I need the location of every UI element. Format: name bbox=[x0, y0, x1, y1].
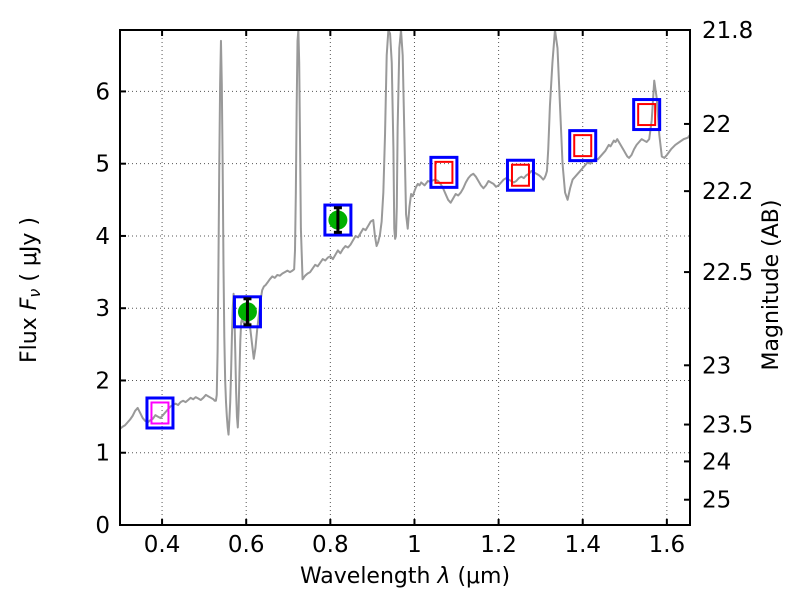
y-left-tick-label: 3 bbox=[95, 296, 110, 322]
y-right-tick-label: 24 bbox=[702, 449, 731, 475]
y-axis-left-title: Flux Fν ( μJy ) bbox=[17, 217, 44, 363]
marker-inner-square-point-5 bbox=[510, 163, 530, 187]
marker-inner-square-point-1 bbox=[150, 401, 170, 425]
y-right-tick-label: 23.5 bbox=[702, 413, 753, 439]
x-title-text: Wavelength bbox=[300, 564, 438, 589]
y-right-tick-label: 23 bbox=[702, 353, 731, 379]
marker-outer-square-point-7 bbox=[632, 98, 662, 132]
x-tick-label: 0.8 bbox=[312, 532, 349, 558]
y-axis-right-ticks: 21.8 22 22.2 22.5 23 23.5 24 25 bbox=[684, 18, 753, 514]
x-title-lambda: λ bbox=[436, 564, 450, 589]
y-left-tick-label: 6 bbox=[95, 79, 110, 105]
y-right-tick-label: 25 bbox=[702, 488, 731, 514]
y-left-tick-label: 2 bbox=[95, 368, 110, 394]
y-left-title-nu: ν bbox=[25, 289, 44, 298]
spectrum-curve-group bbox=[120, 30, 690, 436]
x-title-units: (μm) bbox=[450, 564, 510, 589]
marker-outer-square-point-1 bbox=[145, 396, 175, 430]
x-axis-ticks: 0.4 0.6 0.8 1 1.2 1.4 1.6 bbox=[144, 30, 685, 558]
x-tick-label: 1.4 bbox=[564, 532, 601, 558]
x-tick-label: 1.2 bbox=[480, 532, 517, 558]
spectrum-line-model-spectrum bbox=[120, 30, 690, 436]
y-axis-right-title: Magnitude (AB) bbox=[759, 200, 784, 371]
x-axis-title: Wavelength λ (μm) bbox=[300, 564, 510, 589]
x-tick-label: 1.6 bbox=[649, 532, 686, 558]
y-right-tick-label: 22.2 bbox=[702, 179, 753, 205]
y-right-tick-label: 22.5 bbox=[702, 260, 753, 286]
axes-frame bbox=[119, 29, 691, 526]
marker-outer-square-point-6 bbox=[568, 129, 598, 163]
y-left-title-flux: Flux bbox=[17, 310, 42, 363]
y-right-tick-label: 22 bbox=[702, 112, 731, 138]
x-tick-label: 0.6 bbox=[228, 532, 265, 558]
plot-area-background bbox=[120, 30, 690, 525]
y-right-tick-label: 21.8 bbox=[702, 18, 753, 44]
y-left-title-F: F bbox=[17, 297, 42, 310]
y-left-tick-label: 0 bbox=[95, 513, 110, 539]
y-left-title-units: ( μJy ) bbox=[17, 217, 42, 289]
marker-outer-square-point-5 bbox=[505, 158, 535, 192]
y-left-tick-label: 4 bbox=[95, 224, 110, 250]
marker-inner-square-point-6 bbox=[573, 134, 593, 158]
y-left-tick-label: 5 bbox=[95, 152, 110, 178]
marker-outer-square-point-2 bbox=[232, 295, 262, 329]
x-tick-label: 0.4 bbox=[144, 532, 181, 558]
marker-inner-square-point-4 bbox=[434, 160, 454, 184]
y-axis-left-ticks: 0 1 2 3 4 5 6 bbox=[95, 79, 126, 539]
marker-inner-square-point-7 bbox=[637, 103, 657, 127]
x-tick-label: 1 bbox=[407, 532, 422, 558]
marker-outer-square-point-4 bbox=[429, 155, 459, 189]
marker-outer-square-point-3 bbox=[323, 203, 353, 237]
y-left-tick-label: 1 bbox=[95, 441, 110, 467]
photometry-points-group bbox=[145, 98, 662, 430]
